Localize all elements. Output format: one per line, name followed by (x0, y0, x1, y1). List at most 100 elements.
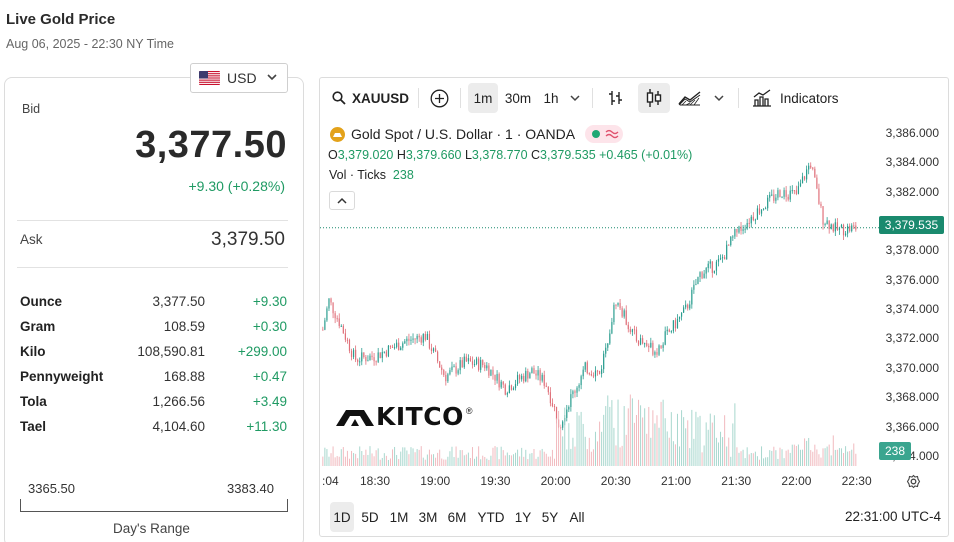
volume-bar (586, 449, 588, 466)
candle-body (787, 196, 789, 200)
volume-bar (822, 448, 824, 466)
candle-body (484, 365, 486, 369)
candle-body (812, 167, 814, 169)
range-5d[interactable]: 5D (361, 509, 379, 525)
volume-bar (515, 452, 517, 466)
volume-bar (797, 444, 799, 466)
candle-body (508, 385, 510, 394)
volume-bar (351, 450, 353, 466)
ask-price: 3,379.50 (211, 229, 285, 250)
volume-bar (609, 406, 611, 466)
volume-bar (408, 454, 410, 466)
volume-bar (328, 456, 330, 466)
interval-1h[interactable]: 1h (543, 90, 559, 106)
volume-bar (453, 457, 455, 466)
volume-bar (398, 459, 400, 466)
volume-bar (412, 448, 414, 466)
range-6m[interactable]: 6M (447, 509, 467, 525)
unit-row-tola: Tola 1,266.56 +3.49 (20, 392, 288, 417)
candle-body (379, 352, 381, 358)
candle-body (369, 355, 371, 361)
range-3m[interactable]: 3M (418, 509, 438, 525)
page-title: Live Gold Price (6, 11, 116, 28)
chart-type-dropdown[interactable] (710, 83, 728, 113)
candle-body (531, 368, 533, 374)
candle-body (441, 367, 443, 371)
indicators-icon (752, 89, 772, 107)
range-1d[interactable]: 1D (330, 502, 354, 532)
volume-bar (576, 412, 578, 466)
volume-bar (818, 454, 820, 466)
symbol-search[interactable]: XAUUSD (330, 83, 412, 113)
candle-body (346, 339, 349, 341)
collapse-legend-button[interactable] (329, 191, 355, 210)
unit-name: Tola (20, 394, 47, 409)
candle-body (422, 333, 424, 343)
volume-bar (627, 408, 629, 466)
compare-symbol-button[interactable] (426, 83, 452, 113)
range-all[interactable]: All (569, 509, 585, 525)
market-status-badge[interactable] (585, 125, 624, 143)
price-tick-label: 3,378.000 (885, 243, 939, 258)
volume-bar (433, 454, 435, 466)
volume-bar (843, 453, 845, 466)
time-tick-label: :04 (322, 474, 339, 488)
range-5y[interactable]: 5Y (541, 509, 559, 525)
candle-body (523, 375, 525, 382)
volume-bar (545, 453, 547, 466)
toolbar-divider (592, 88, 593, 108)
volume-bar (646, 433, 648, 466)
candle-body (535, 373, 537, 376)
volume-bar (713, 415, 715, 466)
volume-bar (334, 457, 336, 466)
volume-bar (697, 417, 699, 466)
volume-bar (498, 459, 500, 466)
candle-body (773, 194, 775, 201)
candle-body (617, 302, 619, 306)
candle-body (332, 302, 334, 314)
area-style-button[interactable] (676, 83, 704, 113)
volume-bar (699, 415, 701, 466)
candle-style-button[interactable] (638, 83, 670, 113)
volume-bar (617, 399, 619, 466)
candle-body (568, 406, 570, 410)
volume-bar (373, 456, 375, 466)
candle-body (711, 261, 713, 273)
candle-body (512, 388, 515, 390)
interval-dropdown[interactable] (566, 83, 584, 113)
volume-bar (383, 453, 385, 466)
price-chart[interactable] (320, 118, 949, 537)
interval-1m[interactable]: 1m (468, 83, 498, 113)
candle-body (781, 196, 783, 198)
range-1y[interactable]: 1Y (514, 509, 532, 525)
currency-dropdown[interactable]: USD (190, 63, 288, 93)
chevron-down-icon (570, 94, 580, 102)
volume-bar (664, 418, 666, 466)
volume-bar (838, 448, 840, 466)
indicators-button[interactable]: Indicators (748, 83, 848, 113)
volume-bar (492, 447, 494, 466)
candle-body (758, 208, 761, 214)
volume-bar (795, 445, 797, 466)
volume-bar (812, 451, 814, 466)
volume-bar (535, 458, 537, 466)
range-selector-bar: 1D 5D 1M 3M 6M YTD 1Y 5Y All 22:31:00 UT… (320, 499, 948, 535)
candle-body (549, 392, 551, 404)
candle-body (521, 375, 523, 380)
chart-settings-button[interactable] (906, 474, 921, 492)
candle-body (799, 183, 802, 187)
range-1m[interactable]: 1M (389, 509, 409, 525)
volume-bar (597, 441, 599, 466)
volume-bar (605, 406, 607, 466)
interval-30m[interactable]: 30m (504, 90, 532, 106)
candle-body (434, 348, 437, 352)
volume-bar (851, 449, 853, 466)
range-ytd[interactable]: YTD (477, 509, 505, 525)
candle-body (689, 304, 691, 309)
volume-bar (322, 456, 324, 466)
candle-body (851, 225, 853, 232)
candle-body (783, 190, 785, 197)
unit-name: Pennyweight (20, 369, 104, 384)
bar-style-button[interactable] (602, 83, 630, 113)
candle-body (543, 374, 545, 386)
